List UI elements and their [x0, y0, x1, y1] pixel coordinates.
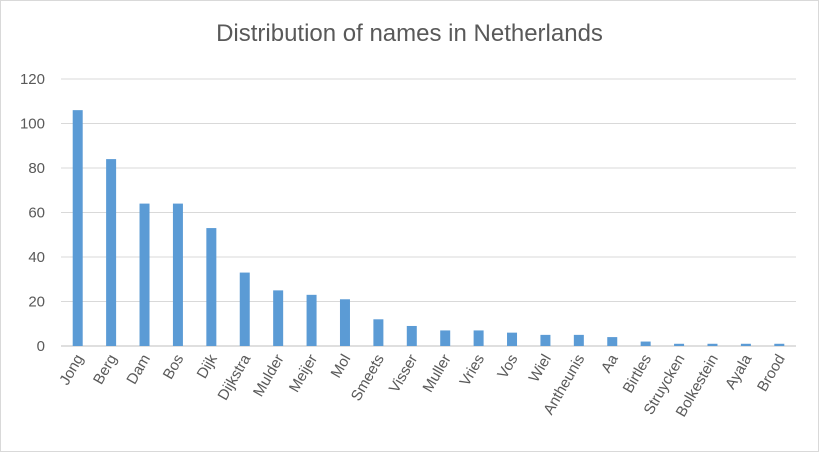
bar-dijkstra	[239, 272, 250, 346]
bar-brood	[774, 343, 785, 346]
bar-vries	[473, 330, 484, 346]
bar-wiel	[540, 334, 551, 346]
bar-jong	[72, 110, 83, 347]
bar-mol	[339, 299, 350, 346]
bar-visser	[406, 325, 417, 346]
x-tick-label-wiel: Wiel	[526, 352, 555, 386]
bar-bos	[172, 203, 183, 346]
y-tick-label-40: 40	[28, 249, 45, 266]
x-tick-label-vries: Vries	[457, 352, 489, 390]
x-tick-label-ayala: Ayala	[722, 351, 756, 392]
bar-struycken	[674, 343, 685, 346]
x-tick-label-jong: Jong	[56, 352, 87, 389]
x-tick-label-brood: Brood	[754, 352, 789, 395]
y-tick-label-80: 80	[28, 160, 45, 177]
y-tick-label-0: 0	[37, 338, 45, 355]
x-tick-label-aa: Aa	[598, 351, 622, 376]
bar-vos	[507, 332, 518, 346]
x-tick-label-berg: Berg	[90, 352, 121, 388]
x-tick-label-visser: Visser	[386, 351, 421, 395]
x-tick-label-vos: Vos	[494, 352, 521, 382]
bar-aa	[607, 337, 618, 346]
x-tick-label-mulder: Mulder	[250, 352, 288, 400]
bar-dam	[139, 203, 150, 346]
x-tick-label-mol: Mol	[328, 352, 355, 381]
x-tick-label-dam: Dam	[123, 352, 154, 388]
chart-title: Distribution of names in Netherlands	[216, 20, 603, 47]
x-tick-label-meijer: Meijer	[286, 351, 321, 395]
x-tick-label-smeets: Smeets	[348, 352, 388, 405]
x-tick-label-birtles: Birtles	[620, 352, 656, 397]
bar-muller	[440, 330, 451, 346]
bar-mulder	[273, 290, 284, 346]
bar-bolkestein	[707, 343, 718, 346]
x-tick-label-dijkstra: Dijkstra	[214, 351, 254, 403]
x-tick-label-bos: Bos	[160, 352, 188, 383]
y-tick-label-120: 120	[20, 71, 45, 88]
bar-berg	[106, 159, 117, 346]
bar-antheunis	[573, 334, 584, 346]
x-tick-label-dijk: Dijk	[194, 351, 221, 382]
bar-smeets	[373, 319, 384, 346]
y-tick-label-100: 100	[20, 116, 45, 133]
y-tick-label-20: 20	[28, 294, 45, 311]
y-tick-label-60: 60	[28, 205, 45, 222]
bar-birtles	[640, 341, 651, 346]
bar-dijk	[206, 228, 217, 346]
bar-ayala	[740, 343, 751, 346]
bar-meijer	[306, 294, 317, 346]
x-tick-label-muller: Muller	[420, 351, 455, 395]
